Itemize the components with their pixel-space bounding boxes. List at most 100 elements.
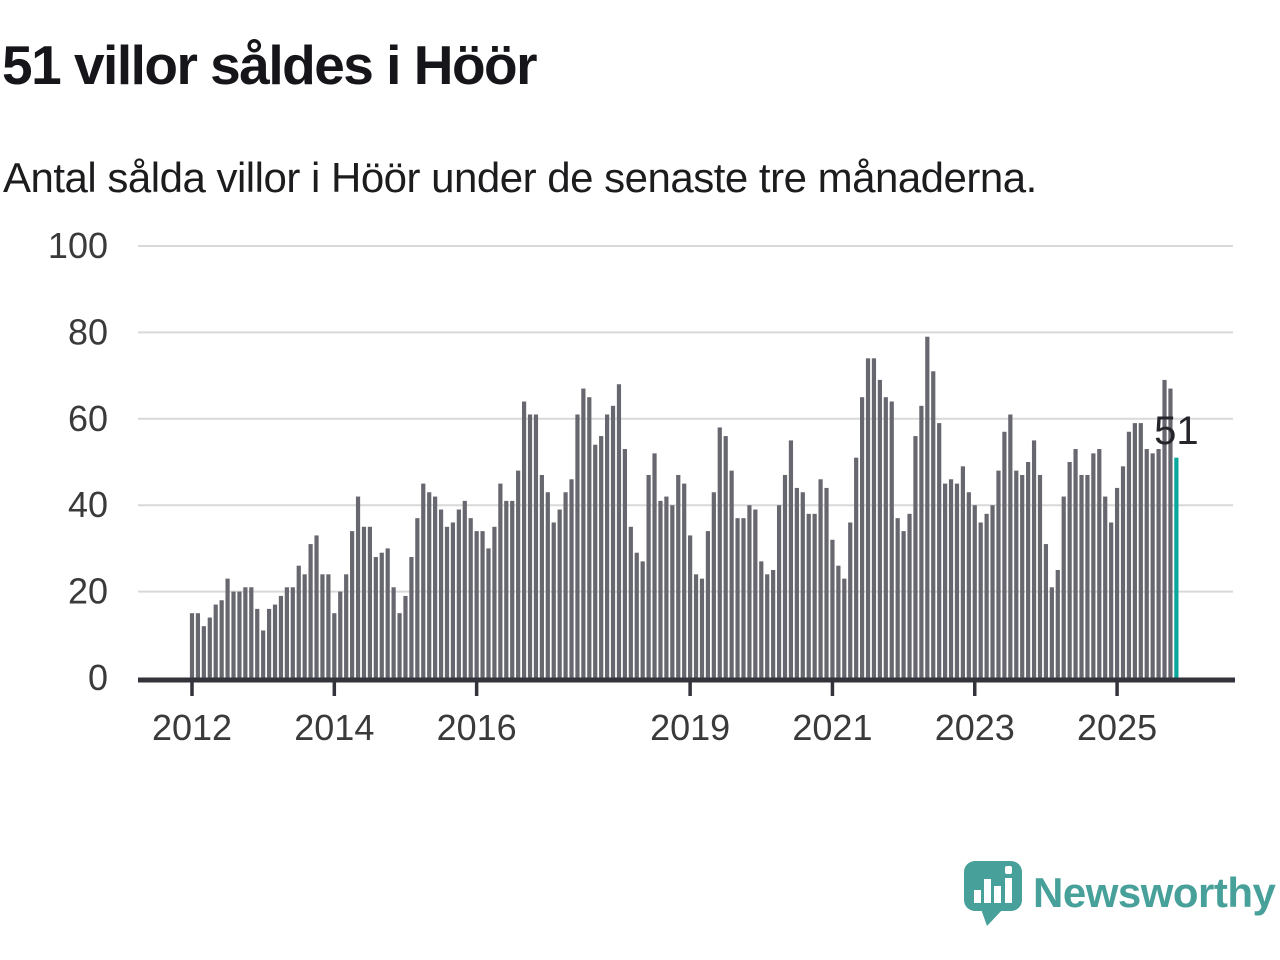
highlighted-bar	[1174, 457, 1179, 678]
page-title: 51 villor såldes i Höör	[2, 34, 538, 96]
bar	[871, 358, 877, 678]
x-axis-label-2012: 2012	[152, 707, 232, 748]
y-axis-label-100: 100	[48, 225, 108, 266]
bar	[433, 496, 438, 678]
bar	[468, 518, 473, 678]
bar	[444, 526, 450, 678]
bar	[1126, 431, 1132, 678]
bar	[652, 453, 657, 678]
bar	[1049, 587, 1054, 678]
bar	[824, 487, 829, 678]
newsworthy-logo: Newsworthy	[963, 860, 1280, 930]
bar	[1156, 449, 1161, 678]
bar	[373, 557, 378, 678]
bar	[806, 513, 811, 678]
bar	[1085, 474, 1090, 678]
bar	[355, 496, 361, 678]
bar	[723, 436, 728, 678]
bar	[848, 522, 853, 678]
bar	[344, 574, 349, 678]
y-axis-label-60: 60	[68, 398, 108, 439]
bar	[1061, 496, 1066, 678]
bar	[195, 613, 201, 678]
bar	[818, 479, 823, 678]
bar	[960, 466, 965, 678]
bar	[569, 479, 574, 678]
bar	[261, 630, 266, 678]
bar	[1079, 474, 1084, 678]
bar	[877, 379, 882, 678]
bar	[948, 479, 954, 678]
bar-chart-speech-bubble-icon	[964, 861, 1022, 926]
bar	[545, 492, 550, 678]
bar	[628, 526, 633, 678]
bar	[415, 518, 420, 678]
bar	[557, 509, 562, 678]
bar	[385, 548, 390, 678]
bar	[403, 595, 408, 678]
bar	[1020, 474, 1025, 678]
bar	[1026, 462, 1031, 678]
bar	[397, 613, 402, 678]
bar	[1132, 423, 1137, 678]
x-axis-label-2025: 2025	[1077, 707, 1157, 748]
bar	[735, 518, 740, 678]
bar	[925, 336, 930, 678]
bar	[634, 552, 639, 678]
bar	[456, 509, 461, 678]
bar	[682, 483, 687, 678]
bar	[913, 436, 918, 678]
bar	[314, 535, 319, 678]
bar	[1037, 474, 1043, 678]
bar	[895, 518, 900, 678]
bar	[284, 587, 289, 678]
bar	[516, 470, 521, 678]
bar	[326, 574, 331, 678]
bar	[427, 492, 432, 678]
bar	[450, 522, 456, 678]
bar	[842, 578, 847, 678]
bar	[599, 436, 604, 678]
bar	[741, 518, 746, 678]
bar	[320, 574, 325, 678]
bar	[658, 500, 663, 678]
bar	[296, 565, 301, 678]
bar	[504, 500, 509, 678]
bar	[1055, 570, 1060, 678]
bar	[551, 522, 556, 678]
bar	[462, 500, 467, 678]
bar	[207, 617, 212, 678]
bar	[907, 513, 912, 678]
bar	[753, 509, 758, 678]
bar	[290, 587, 295, 678]
bar	[972, 505, 977, 678]
bar	[308, 544, 313, 678]
bar	[1002, 431, 1007, 678]
bar	[729, 470, 734, 678]
newsworthy-wordmark: Newsworthy	[1033, 869, 1276, 916]
bar	[575, 414, 580, 678]
bar	[593, 444, 598, 678]
bar	[539, 474, 544, 678]
bar	[610, 405, 616, 678]
bar	[361, 526, 367, 678]
bar	[266, 608, 272, 678]
bar	[1109, 522, 1114, 678]
bar	[379, 552, 384, 678]
bar	[338, 591, 343, 678]
bar	[1150, 453, 1155, 678]
bar	[255, 608, 260, 678]
bar	[616, 384, 622, 678]
bar	[1103, 496, 1108, 678]
bar	[865, 358, 871, 678]
bar	[1168, 388, 1173, 678]
bar	[1014, 470, 1019, 678]
bar	[243, 587, 248, 678]
y-axis-label-80: 80	[68, 311, 108, 352]
bar	[646, 474, 651, 678]
bar	[640, 561, 645, 678]
bar	[480, 531, 485, 678]
bar	[836, 565, 841, 678]
bar	[581, 388, 586, 678]
bar	[1144, 449, 1149, 678]
